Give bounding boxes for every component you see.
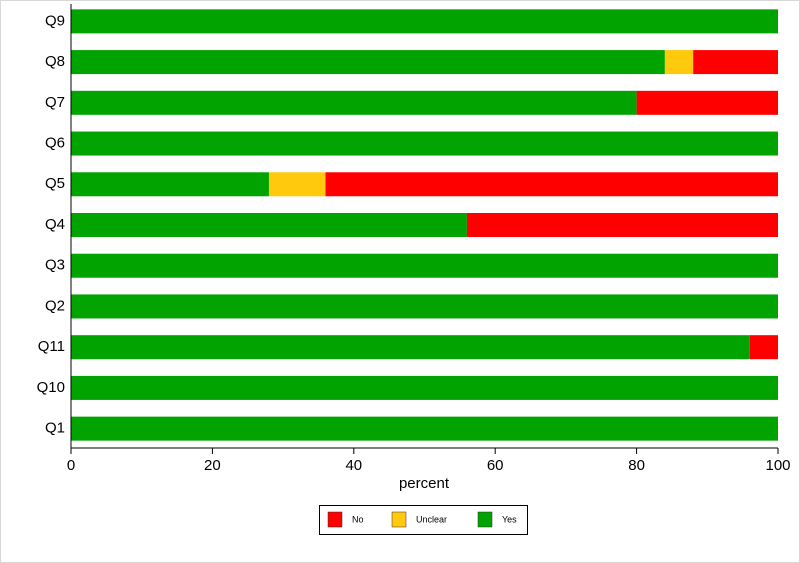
legend-label: Yes: [502, 514, 517, 524]
y-tick-label: Q9: [45, 12, 65, 29]
bar-segment: [268, 172, 326, 197]
bar-segment: [664, 50, 694, 75]
legend-label: Unclear: [416, 514, 447, 524]
y-tick-label: Q7: [45, 94, 65, 111]
legend-box: [319, 505, 528, 535]
y-tick-label: Q5: [45, 175, 65, 192]
bar-segment: [693, 50, 778, 75]
legend-swatch: [327, 511, 343, 528]
bar-segment: [71, 172, 269, 197]
bar-segment: [71, 9, 778, 34]
bar-segment: [466, 213, 778, 237]
y-tick-label: Q4: [45, 216, 65, 233]
y-tick-label: Q2: [45, 297, 65, 314]
legend-swatch: [391, 511, 407, 528]
bar-segment: [71, 335, 750, 360]
y-tick-label: Q3: [45, 257, 65, 274]
x-tick-label: 40: [345, 457, 362, 474]
y-tick-label: Q1: [45, 420, 65, 437]
bar-segment: [71, 253, 778, 278]
x-tick-label: 100: [765, 457, 790, 474]
y-tick-label: Q6: [45, 135, 65, 152]
bar-segment: [71, 416, 778, 441]
bar-segment: [71, 375, 778, 400]
bar-segment: [71, 213, 467, 237]
legend-label: No: [352, 514, 364, 524]
y-tick-label: Q10: [37, 379, 65, 396]
x-axis-label: percent: [399, 475, 450, 492]
bar-segment: [71, 50, 665, 75]
legend-swatch: [477, 511, 493, 528]
bar-segment: [636, 90, 778, 115]
x-tick-label: 0: [67, 457, 75, 474]
bar-segment: [749, 335, 778, 360]
y-tick-label: Q11: [38, 338, 65, 355]
x-tick-label: 60: [487, 457, 504, 474]
bar-segment: [71, 131, 778, 156]
x-tick-label: 80: [628, 457, 645, 474]
bar-segment: [71, 294, 778, 319]
x-tick-label: 20: [204, 457, 221, 474]
y-tick-label: Q8: [45, 53, 65, 70]
bar-segment: [325, 172, 778, 197]
bar-segment: [71, 90, 637, 115]
